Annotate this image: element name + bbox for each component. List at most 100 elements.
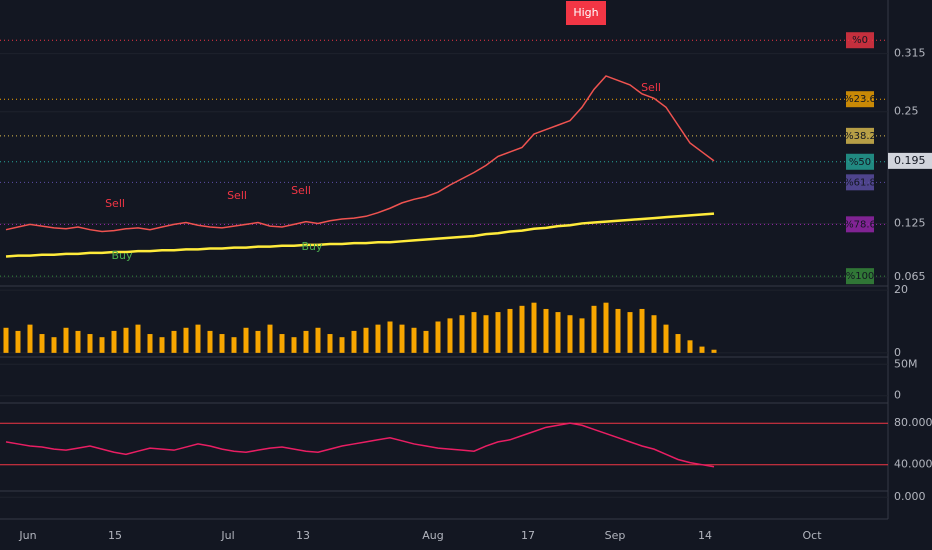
volume-bar bbox=[303, 330, 309, 353]
y-tick-label: 0.25 bbox=[894, 105, 919, 118]
price-line bbox=[5, 75, 715, 233]
volume-bar bbox=[327, 334, 333, 353]
annotation: Sell bbox=[227, 189, 247, 202]
annotation: High bbox=[573, 6, 598, 19]
volume-bar bbox=[291, 337, 297, 353]
volume-bar bbox=[471, 312, 477, 353]
annotation: Sell bbox=[105, 197, 125, 210]
volume-bar bbox=[627, 312, 633, 353]
y-tick-label: 0.000 bbox=[894, 490, 926, 503]
y-tick-label: 20 bbox=[894, 283, 908, 296]
volume-bar bbox=[63, 327, 69, 353]
x-tick-label: Sep bbox=[605, 529, 626, 542]
volume-bar bbox=[195, 324, 201, 353]
volume-bar bbox=[351, 330, 357, 353]
volume-bar bbox=[411, 327, 417, 353]
price-tag bbox=[888, 152, 932, 169]
annotation: Buy bbox=[111, 249, 133, 262]
volume-bar bbox=[99, 337, 105, 353]
volume-bar bbox=[399, 324, 405, 353]
fib-label: %100 bbox=[846, 271, 875, 282]
volume-bar bbox=[579, 318, 585, 353]
fib-label: %50 bbox=[849, 157, 871, 168]
y-tick-label: 0.065 bbox=[894, 270, 926, 283]
x-tick-label: 13 bbox=[296, 529, 310, 542]
annotation: Sell bbox=[641, 81, 661, 94]
volume-bar bbox=[447, 318, 453, 353]
volume-bar bbox=[75, 330, 81, 353]
volume-bar bbox=[687, 340, 693, 353]
volume-bar bbox=[51, 337, 57, 353]
volume-bar bbox=[675, 334, 681, 353]
volume-bar bbox=[207, 330, 213, 353]
volume-bar bbox=[219, 334, 225, 353]
fib-label: %0 bbox=[852, 35, 868, 46]
price-line bbox=[5, 212, 715, 258]
volume-bar bbox=[27, 324, 33, 353]
fib-tag bbox=[846, 216, 874, 233]
volume-bar bbox=[519, 305, 525, 353]
volume-bar bbox=[495, 312, 501, 353]
fib-label: %61.8 bbox=[844, 177, 876, 188]
x-tick-label: 15 bbox=[108, 529, 122, 542]
fib-tag bbox=[846, 91, 874, 108]
fib-tag bbox=[846, 153, 874, 170]
y-tick-label: 0.125 bbox=[894, 216, 926, 229]
x-tick-label: 14 bbox=[698, 529, 712, 542]
volume-bar bbox=[3, 327, 9, 353]
volume-bar bbox=[39, 334, 45, 353]
fib-tag bbox=[846, 127, 874, 144]
y-tick-label: 0.315 bbox=[894, 47, 926, 60]
volume-bar bbox=[483, 315, 489, 353]
volume-bar bbox=[267, 324, 273, 353]
volume-bar bbox=[555, 312, 561, 353]
y-tick-label: 40.000 bbox=[894, 458, 932, 471]
volume-bar bbox=[459, 315, 465, 353]
volume-bar bbox=[423, 330, 429, 353]
volume-bar bbox=[603, 302, 609, 353]
volume-bar bbox=[591, 305, 597, 353]
volume-bar bbox=[255, 330, 261, 353]
volume-bar bbox=[279, 334, 285, 353]
volume-bar bbox=[159, 337, 165, 353]
volume-bar bbox=[123, 327, 129, 353]
volume-bar bbox=[387, 321, 393, 353]
volume-bar bbox=[339, 337, 345, 353]
fib-tag bbox=[846, 268, 874, 285]
volume-bar bbox=[507, 308, 513, 353]
volume-bar bbox=[363, 327, 369, 353]
fib-tag bbox=[846, 32, 874, 49]
x-tick-label: Aug bbox=[422, 529, 443, 542]
volume-bar bbox=[531, 302, 537, 353]
x-tick-label: 17 bbox=[521, 529, 535, 542]
volume-bar bbox=[171, 330, 177, 353]
volume-bar bbox=[15, 330, 21, 353]
x-tick-label: Jun bbox=[18, 529, 36, 542]
fib-label: %78.6 bbox=[844, 219, 876, 230]
volume-bar bbox=[711, 349, 717, 353]
y-tick-label: 0 bbox=[894, 346, 901, 359]
volume-bar bbox=[639, 308, 645, 353]
annotation: Buy bbox=[301, 240, 323, 253]
volume-bar bbox=[183, 327, 189, 353]
oscillator-line bbox=[5, 422, 715, 468]
volume-bar bbox=[147, 334, 153, 353]
fib-label: %23.6 bbox=[844, 94, 876, 105]
volume-bar bbox=[567, 315, 573, 353]
y-tick-label: 50M bbox=[894, 357, 918, 370]
volume-bar bbox=[231, 337, 237, 353]
volume-bar bbox=[87, 334, 93, 353]
annotation: Sell bbox=[291, 184, 311, 197]
volume-bar bbox=[699, 346, 705, 353]
volume-bar bbox=[243, 327, 249, 353]
volume-bar bbox=[375, 324, 381, 353]
volume-bar bbox=[435, 321, 441, 353]
price-label: 0.195 bbox=[894, 154, 926, 167]
volume-bar bbox=[663, 324, 669, 353]
high-tag bbox=[566, 1, 606, 25]
fib-label: %38.2 bbox=[844, 131, 876, 142]
x-tick-label: Oct bbox=[802, 529, 822, 542]
y-tick-label: 80.000 bbox=[894, 416, 932, 429]
x-tick-label: Jul bbox=[220, 529, 234, 542]
